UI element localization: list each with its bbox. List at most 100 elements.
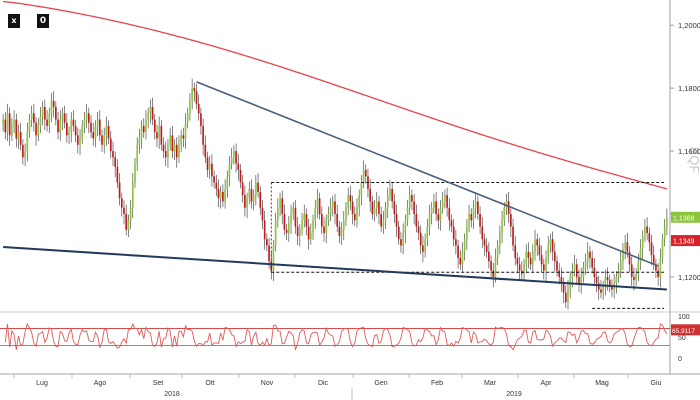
candle-body <box>424 239 426 252</box>
candle-body <box>107 125 110 139</box>
year-label: 2019 <box>506 391 522 398</box>
candle-body <box>70 119 73 133</box>
candle-body <box>8 113 11 136</box>
candle-body <box>391 188 393 202</box>
candle-body <box>529 258 532 265</box>
candle-body <box>55 107 57 120</box>
candle-body <box>17 132 20 139</box>
candle-body <box>15 119 18 139</box>
candle-body <box>98 119 101 136</box>
candle-body <box>208 163 211 170</box>
zero-button[interactable]: 0 <box>37 14 49 28</box>
candle-body <box>329 207 332 215</box>
candle-body <box>426 226 429 240</box>
candle-body <box>615 276 618 284</box>
candle-body <box>450 220 453 227</box>
candle-body <box>296 226 299 237</box>
candle-body <box>120 198 123 208</box>
candle-body <box>11 125 13 136</box>
ma-badge: 1,1349 <box>673 239 695 246</box>
x-tick-label: Mar <box>484 380 497 387</box>
candle-body <box>281 198 284 215</box>
candle-body <box>551 239 554 252</box>
last-price-badge-bg <box>671 211 700 223</box>
candle-body <box>496 245 499 259</box>
candle-body <box>628 251 631 265</box>
candle-body <box>386 195 389 208</box>
candle-body <box>516 258 519 265</box>
candle-body <box>639 248 642 262</box>
candle-body <box>547 245 550 259</box>
candle-body <box>61 113 64 120</box>
candle-body <box>481 226 484 240</box>
candle-body <box>72 119 75 126</box>
candle-body <box>455 239 457 246</box>
candle-body <box>549 239 552 246</box>
candle-body <box>57 119 59 133</box>
price-badges: 1,1388 1,1349 <box>671 211 700 247</box>
candle-body <box>488 251 490 262</box>
candle-body <box>334 201 336 215</box>
candle-body <box>384 207 387 221</box>
candle-body <box>633 276 635 281</box>
candle-body <box>648 232 651 243</box>
chart-frame <box>0 0 700 375</box>
candle-body <box>239 169 242 183</box>
candle-body <box>446 195 448 208</box>
candle-body <box>448 207 451 221</box>
close-button[interactable]: x <box>8 14 20 28</box>
candle-body <box>404 220 407 233</box>
candle-body <box>457 245 459 259</box>
candle-body <box>35 122 37 136</box>
candle-body <box>202 125 204 145</box>
candle-body <box>125 214 128 230</box>
candle-body <box>608 280 611 287</box>
candle-body <box>351 201 354 215</box>
support-trendline <box>3 246 667 291</box>
candle-body <box>263 220 266 240</box>
candle-body <box>584 261 587 268</box>
candle-body <box>259 191 262 208</box>
candle-body <box>439 207 442 221</box>
candle-body <box>145 119 147 133</box>
candle-body <box>13 119 15 126</box>
x-tick-label: Dic <box>318 380 329 387</box>
candle-body <box>298 229 301 237</box>
candle-body <box>235 151 237 164</box>
candle-body <box>567 289 569 303</box>
candle-body <box>134 163 136 183</box>
candle-body <box>657 270 659 277</box>
candle-body <box>327 214 330 221</box>
candle-body <box>602 286 604 293</box>
candle-body <box>255 182 257 196</box>
candle-body <box>189 100 191 114</box>
candle-body <box>494 258 497 277</box>
candle-body <box>512 226 514 246</box>
candle-body <box>140 125 143 139</box>
candle-body <box>358 195 361 208</box>
candle-body <box>470 214 473 221</box>
candle-body <box>378 201 380 215</box>
candle-body <box>461 251 464 265</box>
candle-body <box>87 113 90 123</box>
candle-body <box>138 138 141 145</box>
x-tick-label: Feb <box>431 380 443 387</box>
candle-body <box>503 207 506 221</box>
candle-body <box>659 258 662 277</box>
candle-body <box>389 188 391 196</box>
candle-body <box>597 283 600 290</box>
candle-body <box>556 261 558 271</box>
candle-body <box>477 201 479 215</box>
candle-body <box>173 144 176 152</box>
candle-body <box>545 258 547 271</box>
candle-body <box>650 242 653 255</box>
candle-body <box>400 239 402 246</box>
candle-body <box>626 242 629 252</box>
candle-body <box>37 125 40 136</box>
candle-body <box>413 201 415 215</box>
candle-body <box>250 188 253 202</box>
candle-body <box>402 232 404 246</box>
candle-body <box>395 214 398 227</box>
candle-body <box>507 201 510 215</box>
